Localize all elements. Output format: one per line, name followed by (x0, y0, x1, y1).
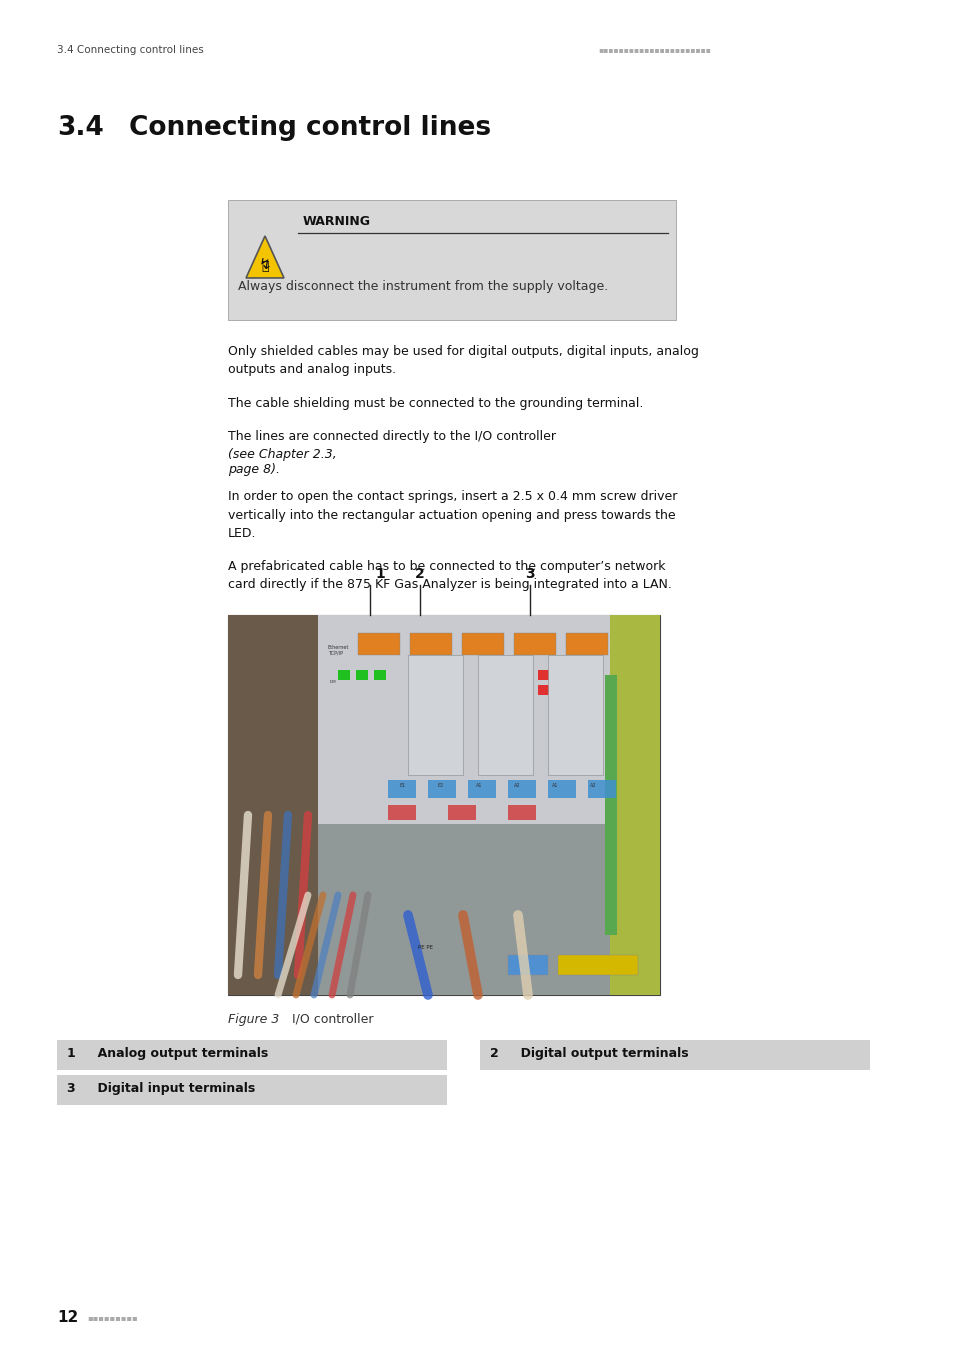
FancyBboxPatch shape (547, 655, 602, 775)
FancyBboxPatch shape (558, 954, 638, 975)
Text: 𝄊: 𝄊 (261, 261, 269, 274)
Text: The lines are connected directly to the I/O controller: The lines are connected directly to the … (228, 431, 559, 443)
Text: A2: A2 (589, 783, 596, 788)
FancyBboxPatch shape (57, 1040, 447, 1071)
Text: The cable shielding must be connected to the grounding terminal.: The cable shielding must be connected to… (228, 397, 642, 410)
Polygon shape (246, 236, 284, 278)
Text: Connecting control lines: Connecting control lines (129, 115, 491, 140)
FancyBboxPatch shape (514, 633, 556, 655)
FancyBboxPatch shape (587, 780, 616, 798)
FancyBboxPatch shape (317, 824, 659, 995)
Text: 3.4: 3.4 (57, 115, 104, 140)
FancyBboxPatch shape (355, 670, 368, 680)
Text: A1: A1 (476, 783, 482, 788)
Text: DM: DM (330, 680, 336, 684)
Text: 12: 12 (57, 1310, 78, 1324)
FancyBboxPatch shape (507, 805, 536, 819)
FancyBboxPatch shape (468, 780, 496, 798)
Text: ↯: ↯ (258, 256, 271, 271)
Text: 2: 2 (415, 567, 424, 580)
FancyBboxPatch shape (547, 780, 576, 798)
FancyBboxPatch shape (477, 655, 533, 775)
FancyBboxPatch shape (604, 675, 617, 936)
Text: 1: 1 (375, 567, 384, 580)
FancyBboxPatch shape (537, 684, 552, 695)
Text: E2: E2 (437, 783, 444, 788)
Text: A1: A1 (551, 783, 558, 788)
Text: 2     Digital output terminals: 2 Digital output terminals (490, 1048, 688, 1060)
FancyBboxPatch shape (337, 670, 350, 680)
Text: (see Chapter 2.3,
page 8).: (see Chapter 2.3, page 8). (228, 448, 336, 477)
Text: 3     Digital input terminals: 3 Digital input terminals (67, 1081, 255, 1095)
FancyBboxPatch shape (479, 1040, 869, 1071)
Text: ▪▪▪▪▪▪▪▪▪▪▪▪▪▪▪▪▪▪▪▪▪▪: ▪▪▪▪▪▪▪▪▪▪▪▪▪▪▪▪▪▪▪▪▪▪ (598, 45, 710, 54)
FancyBboxPatch shape (57, 1075, 447, 1106)
FancyBboxPatch shape (317, 616, 659, 824)
Text: ▪▪▪▪▪▪▪▪▪: ▪▪▪▪▪▪▪▪▪ (87, 1314, 137, 1322)
Text: 1     Analog output terminals: 1 Analog output terminals (67, 1048, 268, 1060)
FancyBboxPatch shape (374, 670, 386, 680)
FancyBboxPatch shape (388, 780, 416, 798)
Text: Ethernet
TCP/IP: Ethernet TCP/IP (328, 645, 349, 656)
Text: Only shielded cables may be used for digital outputs, digital inputs, analog
out: Only shielded cables may be used for dig… (228, 346, 699, 377)
Text: Figure 3: Figure 3 (228, 1012, 279, 1026)
FancyBboxPatch shape (507, 780, 536, 798)
Text: 3.4 Connecting control lines: 3.4 Connecting control lines (57, 45, 204, 55)
Text: A2: A2 (514, 783, 519, 788)
Text: In order to open the contact springs, insert a 2.5 x 0.4 mm screw driver
vertica: In order to open the contact springs, in… (228, 490, 677, 540)
Text: 3: 3 (525, 567, 535, 580)
FancyBboxPatch shape (357, 633, 399, 655)
Text: I/O controller: I/O controller (275, 1012, 374, 1026)
FancyBboxPatch shape (537, 670, 552, 680)
FancyBboxPatch shape (410, 633, 452, 655)
FancyBboxPatch shape (228, 200, 676, 320)
Text: PE PE: PE PE (417, 945, 433, 950)
FancyBboxPatch shape (428, 780, 456, 798)
FancyBboxPatch shape (461, 633, 503, 655)
Text: WARNING: WARNING (303, 215, 371, 228)
FancyBboxPatch shape (609, 616, 659, 995)
FancyBboxPatch shape (228, 616, 659, 995)
FancyBboxPatch shape (565, 633, 607, 655)
FancyBboxPatch shape (228, 616, 317, 995)
FancyBboxPatch shape (408, 655, 462, 775)
FancyBboxPatch shape (507, 954, 547, 975)
FancyBboxPatch shape (388, 805, 416, 819)
FancyBboxPatch shape (448, 805, 476, 819)
Text: A prefabricated cable has to be connected to the computer’s network
card directl: A prefabricated cable has to be connecte… (228, 560, 671, 591)
Text: E1: E1 (399, 783, 406, 788)
Text: Always disconnect the instrument from the supply voltage.: Always disconnect the instrument from th… (237, 279, 608, 293)
